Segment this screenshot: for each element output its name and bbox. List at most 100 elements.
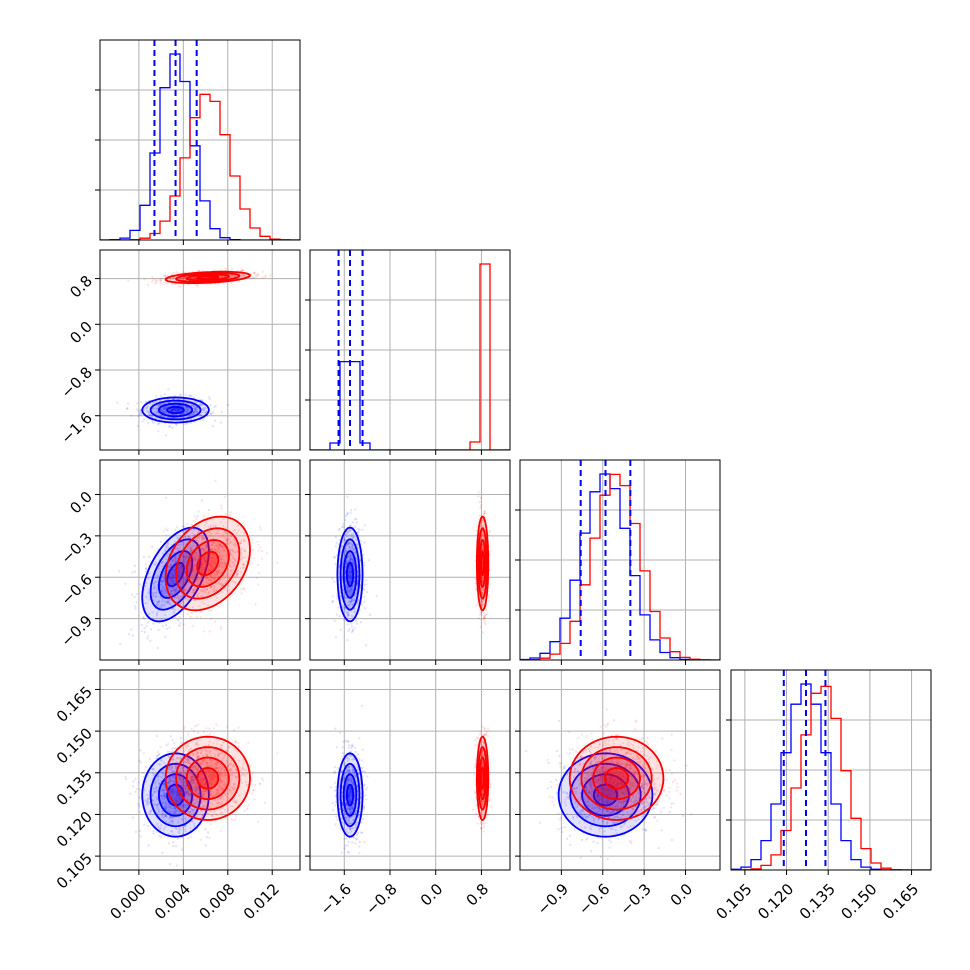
scatter-point: [170, 589, 173, 593]
scatter-point: [181, 576, 184, 579]
contour-line: [166, 406, 185, 414]
scatter-point: [213, 561, 216, 564]
scatter-point: [190, 574, 194, 578]
scatter-point: [205, 588, 208, 591]
scatter-point: [151, 401, 154, 404]
scatter-point: [146, 405, 150, 408]
scatter-point: [189, 564, 192, 567]
scatter-point: [242, 563, 245, 566]
scatter-point: [201, 601, 204, 604]
scatter-point: [172, 575, 175, 578]
scatter-point: [363, 600, 366, 603]
scatter-point: [183, 416, 186, 419]
scatter-point: [191, 624, 194, 627]
scatter-point: [253, 271, 256, 274]
scatter-point: [354, 508, 357, 511]
y-tick-label: 0.0: [66, 318, 96, 348]
scatter-point: [183, 571, 186, 574]
scatter-point: [209, 524, 212, 527]
scatter-point: [161, 598, 164, 602]
scatter-point: [365, 644, 368, 647]
scatter-point: [231, 549, 234, 552]
scatter-point: [172, 276, 176, 279]
histogram-series-0: [310, 360, 510, 450]
scatter-point: [204, 575, 207, 579]
scatter-point: [177, 570, 180, 574]
scatter-point: [221, 545, 224, 548]
scatter-point: [242, 566, 245, 569]
scatter-point: [157, 423, 160, 426]
scatter-point: [192, 565, 195, 569]
histogram-series-1: [100, 93, 300, 240]
scatter-point: [154, 412, 157, 415]
scatter-point: [147, 555, 151, 559]
scatter-point: [151, 407, 154, 410]
scatter-point: [147, 577, 150, 580]
scatter-point: [190, 403, 193, 406]
scatter-point: [151, 596, 154, 599]
scatter-point: [210, 543, 213, 546]
scatter-point: [188, 589, 191, 592]
scatter-point: [352, 532, 355, 536]
scatter-point: [348, 572, 351, 575]
scatter-point: [164, 407, 167, 410]
scatter-point: [375, 594, 378, 597]
scatter-point: [194, 277, 197, 280]
scatter-point: [160, 604, 163, 607]
scatter-point: [176, 408, 179, 411]
scatter-point: [161, 561, 165, 564]
scatter-point: [193, 574, 196, 577]
scatter-point: [214, 562, 217, 566]
scatter-point: [207, 591, 210, 595]
scatter-point: [365, 579, 368, 582]
scatter-point: [331, 577, 334, 580]
scatter-point: [487, 599, 490, 602]
scatter-point: [164, 406, 167, 409]
scatter-point: [125, 407, 129, 410]
scatter-point: [138, 805, 141, 808]
scatter-point: [193, 277, 196, 280]
scatter-point: [178, 401, 181, 404]
scatter-point: [228, 540, 231, 543]
scatter-point: [196, 406, 199, 409]
scatter-point: [179, 413, 182, 416]
scatter-point: [151, 276, 154, 279]
scatter-point: [224, 527, 227, 530]
scatter-point: [212, 557, 215, 560]
scatter-point: [240, 274, 243, 277]
scatter-point: [206, 575, 209, 578]
scatter-point: [171, 747, 174, 750]
scatter-point: [221, 591, 224, 594]
scatter-point: [209, 547, 212, 550]
scatter-point: [173, 557, 177, 560]
scatter-point: [243, 274, 246, 277]
scatter-point: [176, 619, 179, 622]
scatter-point: [204, 560, 207, 563]
scatter-point: [170, 592, 174, 596]
scatter-point: [199, 568, 203, 571]
scatter-point: [479, 610, 482, 613]
scatter-point: [209, 412, 212, 415]
scatter-point: [173, 609, 177, 612]
scatter-point: [147, 591, 150, 594]
scatter-point: [259, 528, 262, 531]
scatter-point: [164, 405, 167, 408]
scatter-point: [220, 410, 223, 413]
scatter-point: [190, 547, 194, 550]
scatter-point: [192, 565, 195, 569]
scatter-point: [166, 554, 169, 557]
contour-line: [196, 550, 220, 577]
scatter-point: [198, 566, 201, 569]
scatter-point: [213, 572, 216, 575]
scatter-point: [201, 583, 204, 586]
scatter-point: [201, 536, 204, 540]
scatter-point: [339, 550, 342, 553]
scatter-point: [143, 278, 146, 281]
scatter-point: [180, 565, 184, 568]
scatter-point: [189, 550, 192, 554]
scatter-point: [480, 618, 483, 621]
scatter-point: [170, 409, 173, 412]
scatter-point: [336, 595, 339, 598]
scatter-point: [153, 563, 156, 566]
scatter-point: [147, 588, 150, 591]
